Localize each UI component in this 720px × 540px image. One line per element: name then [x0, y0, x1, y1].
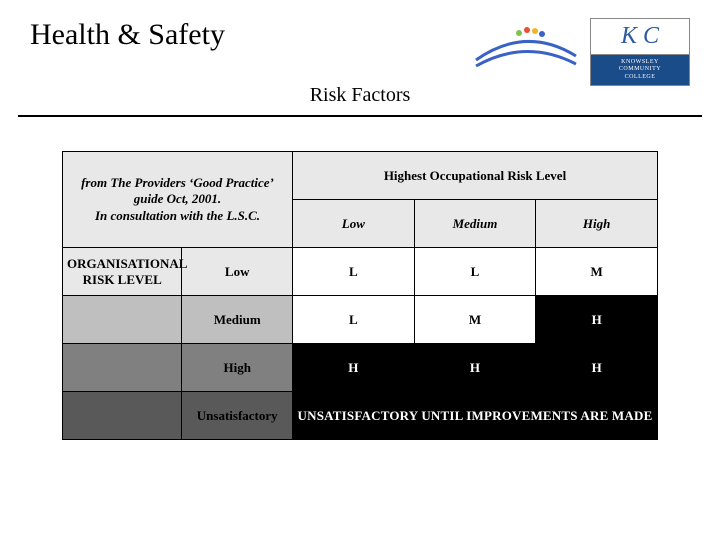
- kcc-line1: KNOWSLEY: [621, 59, 659, 66]
- kcc-logo-bottom: KNOWSLEY COMMUNITY COLLEGE: [591, 55, 689, 85]
- risk-matrix: from The Providers ‘Good Practice’ guide…: [0, 117, 720, 440]
- page-title: Health & Safety: [30, 18, 225, 52]
- vertical-axis-title: ORGANISATIONAL RISK LEVEL: [63, 248, 182, 296]
- side-spacer-1: [63, 296, 182, 344]
- unsat-message: UNSATISFACTORY UNTIL IMPROVEMENTS ARE MA…: [293, 392, 658, 440]
- col-header-high: High: [536, 200, 658, 248]
- side-spacer-2: [63, 344, 182, 392]
- cell-0-0: L: [293, 248, 415, 296]
- horizontal-axis-title: Highest Occupational Risk Level: [293, 152, 658, 200]
- side-spacer-3: [63, 392, 182, 440]
- cell-2-1: H: [414, 344, 536, 392]
- logo-group: K C KNOWSLEY COMMUNITY COLLEGE: [466, 18, 690, 86]
- cell-1-2: H: [536, 296, 658, 344]
- kcc-logo-top: K C: [591, 19, 689, 55]
- cell-2-2: H: [536, 344, 658, 392]
- kcc-logo: K C KNOWSLEY COMMUNITY COLLEGE: [590, 18, 690, 86]
- swoosh-icon: [471, 20, 581, 76]
- source-note-text: from The Providers ‘Good Practice’ guide…: [81, 175, 274, 223]
- kcc-line3: COLLEGE: [625, 74, 656, 81]
- col-header-low: Low: [293, 200, 415, 248]
- kcc-line2: COMMUNITY: [619, 66, 661, 73]
- college-swoosh-logo: [466, 18, 586, 78]
- cell-1-1: M: [414, 296, 536, 344]
- header: Health & Safety K C KNOWSLEY COMMUNITY C…: [0, 0, 720, 86]
- cell-0-1: L: [414, 248, 536, 296]
- cell-1-0: L: [293, 296, 415, 344]
- row-header-low: Low: [182, 248, 293, 296]
- source-note: from The Providers ‘Good Practice’ guide…: [63, 152, 293, 248]
- col-header-medium: Medium: [414, 200, 536, 248]
- cell-0-2: M: [536, 248, 658, 296]
- row-header-medium: Medium: [182, 296, 293, 344]
- risk-matrix-table: from The Providers ‘Good Practice’ guide…: [62, 151, 658, 440]
- row-header-unsat: Unsatisfactory: [182, 392, 293, 440]
- subtitle: Risk Factors: [0, 84, 720, 107]
- cell-2-0: H: [293, 344, 415, 392]
- row-header-high: High: [182, 344, 293, 392]
